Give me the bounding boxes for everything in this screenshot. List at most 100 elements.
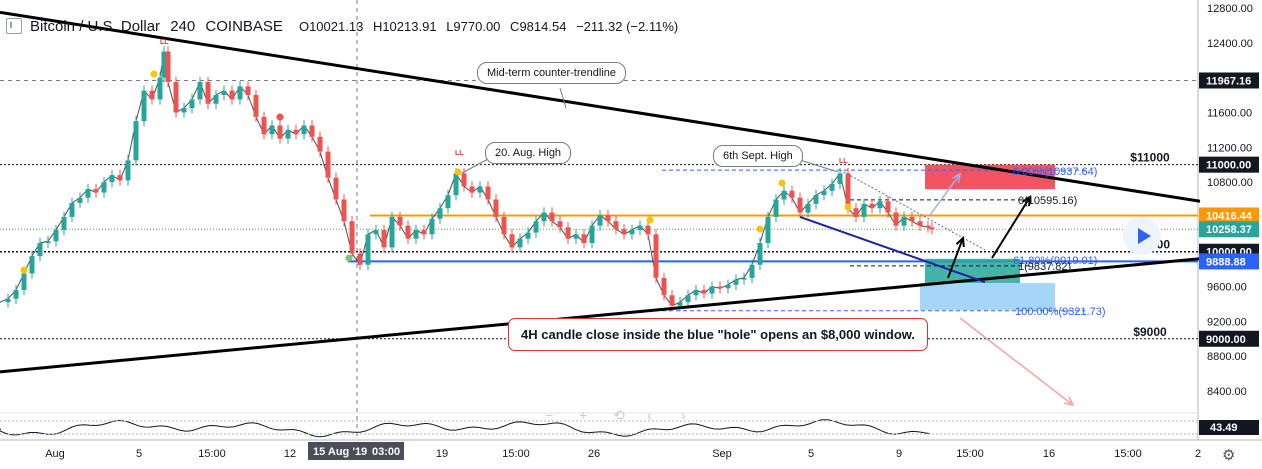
x-tick-label: 9 <box>896 448 902 460</box>
candle-body <box>877 201 883 209</box>
support-trendline[interactable] <box>0 257 1201 374</box>
price-label: 10258.37 <box>1206 224 1252 236</box>
play-replay-button[interactable] <box>1123 217 1161 255</box>
candle-body <box>469 186 475 193</box>
candle-body <box>909 216 915 222</box>
signal-marker <box>756 225 764 233</box>
candle-body <box>205 81 211 104</box>
counter-trendline-pointer <box>559 87 567 109</box>
candle-body <box>149 90 155 100</box>
signal-marker <box>646 216 654 224</box>
oscillator-value-bg <box>1199 420 1259 435</box>
candle-body <box>661 277 667 296</box>
counter-trendline-note[interactable]: Mid-term counter-trendline <box>477 62 626 84</box>
candle-body <box>77 197 83 203</box>
arrow-down-red-head <box>1064 396 1075 407</box>
candle-body <box>5 298 11 303</box>
candle-body <box>213 95 219 104</box>
candle-body <box>501 216 507 235</box>
candle-body <box>893 212 899 226</box>
candle-body <box>261 116 267 135</box>
high-value: 10213.91 <box>382 18 437 34</box>
candle-body <box>757 243 763 265</box>
arrow-up-light-head <box>951 172 962 183</box>
x-tick-label: Aug <box>45 448 65 460</box>
candle-body <box>341 199 347 222</box>
hole-note[interactable]: 4H candle close inside the blue "hole" o… <box>508 318 929 351</box>
candle-body <box>85 189 91 198</box>
candle-body <box>253 95 259 117</box>
candle-body <box>645 225 651 235</box>
price-label: 9888.88 <box>1206 256 1246 268</box>
candle-body <box>125 160 131 181</box>
candle-body <box>445 195 451 209</box>
candle-body <box>37 243 43 257</box>
candle-body <box>373 229 379 235</box>
x-tick-label: 15:00 <box>502 448 530 460</box>
candle-body <box>733 279 739 285</box>
ohlc-readout: O10021.13 H10213.91 L9770.00 C9814.54 −2… <box>299 19 678 34</box>
candle-body <box>301 125 307 135</box>
candle-body <box>861 203 867 217</box>
signal-marker <box>345 254 353 262</box>
y-tick-label: 8800.00 <box>1207 351 1247 363</box>
candle-body <box>901 216 907 226</box>
y-tick-label: 11200.00 <box>1207 142 1252 154</box>
candle-body <box>53 229 59 242</box>
candle-body <box>277 125 283 139</box>
sept-high-note[interactable]: 6th Sept. High <box>713 145 803 167</box>
settings-gear-icon[interactable]: ⚙ <box>1222 447 1236 464</box>
x-tick-label: 15:00 <box>198 448 226 460</box>
candle-body <box>613 221 619 230</box>
candle-body <box>741 277 747 280</box>
price-label: 10416.44 <box>1206 210 1253 222</box>
candle-body <box>421 229 427 235</box>
zoom-control-icon: − <box>545 407 553 423</box>
candle-body <box>173 81 179 113</box>
open-value: 10021.13 <box>309 18 364 34</box>
candle-body <box>525 232 531 239</box>
candle-body <box>101 182 107 193</box>
x-tick-label: 16 <box>1043 448 1055 460</box>
x-tick-label: 26 <box>588 448 600 460</box>
candle-body <box>765 216 771 244</box>
candle-body <box>245 86 251 96</box>
symbol-title[interactable]: Bitcoin / U.S. Dollar 240 COINBASE <box>30 18 283 35</box>
y-tick-label: 12400.00 <box>1207 38 1253 50</box>
zoom-control-icon: ‹ <box>647 407 652 423</box>
candle-body <box>581 234 587 244</box>
candle-body <box>517 238 523 248</box>
signal-marker <box>778 179 786 187</box>
arrow-up-2 <box>991 196 1031 259</box>
candle-body <box>509 234 515 248</box>
aug-high-pointer <box>461 157 491 174</box>
close-value: 9814.54 <box>519 18 567 34</box>
arrow-up-light <box>929 173 961 216</box>
signal-marker <box>150 70 158 78</box>
price-label-bg <box>1199 330 1259 347</box>
price-label-bg <box>1199 253 1259 270</box>
arrow-up-1-head <box>955 235 965 248</box>
price-label-bg <box>1199 221 1259 238</box>
aug-high-note[interactable]: 20. Aug. High <box>485 142 572 164</box>
candle-body <box>869 203 875 209</box>
candle-body <box>749 264 755 278</box>
candle-body <box>533 221 539 233</box>
candle-body <box>45 241 51 244</box>
crosshair-time-label: 03:00 <box>372 446 400 458</box>
candle-body <box>381 229 387 248</box>
x-tick-label: 19 <box>436 448 448 460</box>
candle-body <box>629 229 635 235</box>
arrow-down-red <box>959 317 1074 406</box>
candle-body <box>133 121 139 161</box>
counter-trendline[interactable] <box>0 10 1201 203</box>
signal-marker <box>20 266 28 274</box>
candle-body <box>637 225 643 230</box>
candle-body <box>221 90 227 96</box>
signal-marker <box>454 168 462 176</box>
candle-body <box>725 284 731 289</box>
candle-body <box>677 302 683 306</box>
candle-body <box>397 216 403 226</box>
